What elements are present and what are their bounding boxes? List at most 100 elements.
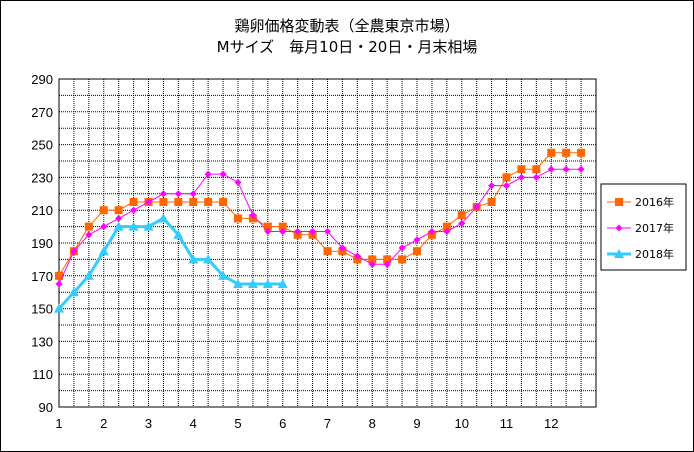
- data-point: [159, 190, 167, 198]
- legend-label: 2018年: [635, 247, 674, 261]
- data-point: [85, 231, 93, 239]
- data-point: [488, 182, 496, 190]
- data-point: [517, 173, 525, 181]
- data-point: [204, 198, 213, 206]
- data-point: [277, 279, 288, 288]
- x-tick-label: 5: [234, 416, 241, 431]
- data-point: [413, 247, 421, 256]
- data-point: [233, 279, 243, 288]
- data-point: [294, 228, 302, 236]
- data-point: [398, 255, 407, 264]
- data-point: [130, 206, 138, 214]
- data-point: [264, 228, 272, 236]
- data-point: [55, 280, 63, 288]
- data-point: [353, 252, 361, 260]
- y-tick-label: 130: [31, 334, 53, 349]
- legend: 2016年 2017年 2018年: [600, 183, 687, 271]
- data-point: [188, 254, 199, 264]
- x-tick-label: 3: [145, 416, 152, 431]
- data-point: [70, 247, 78, 255]
- legend-marker: [614, 249, 624, 258]
- y-tick-label: 190: [31, 236, 53, 251]
- x-tick-label: 4: [190, 416, 197, 431]
- y-tick-label: 90: [39, 400, 53, 415]
- y-tick-label: 230: [31, 170, 53, 185]
- data-point: [143, 221, 154, 231]
- plot-border: [58, 78, 597, 408]
- data-point: [218, 270, 229, 280]
- data-point: [98, 246, 109, 256]
- legend-marker: [615, 224, 623, 232]
- data-point: [249, 211, 257, 219]
- data-point: [503, 182, 510, 190]
- data-point: [129, 198, 138, 206]
- data-point: [279, 228, 287, 236]
- data-point: [55, 271, 63, 280]
- data-point: [219, 170, 227, 178]
- x-tick-label: 2: [100, 416, 107, 431]
- data-point: [234, 178, 242, 186]
- legend-item: 2017年: [607, 221, 674, 235]
- data-point: [159, 198, 168, 206]
- data-point: [309, 228, 317, 236]
- data-point: [174, 198, 183, 206]
- series-1: [55, 165, 585, 288]
- data-point: [234, 214, 242, 223]
- x-tick-label: 12: [544, 416, 558, 431]
- y-tick-label: 150: [31, 302, 53, 317]
- data-point: [577, 165, 585, 173]
- legend-item: 2018年: [607, 247, 674, 261]
- series-0: [55, 148, 586, 280]
- x-tick-label: 11: [500, 416, 514, 431]
- data-point: [114, 206, 123, 215]
- data-point: [219, 198, 228, 206]
- data-point: [203, 254, 214, 264]
- data-point: [458, 219, 466, 227]
- data-point: [99, 206, 108, 215]
- data-point: [368, 260, 376, 268]
- data-point: [457, 211, 466, 220]
- y-tick-label: 270: [31, 105, 53, 120]
- y-tick-label: 170: [31, 269, 53, 284]
- data-point: [278, 222, 287, 231]
- data-point: [158, 213, 169, 223]
- data-point: [547, 148, 556, 157]
- data-point: [338, 244, 346, 252]
- data-point: [368, 255, 377, 264]
- data-point: [532, 165, 541, 174]
- data-point: [443, 228, 451, 236]
- data-point: [263, 222, 272, 231]
- data-point: [247, 279, 258, 288]
- x-tick-label: 8: [369, 416, 376, 431]
- data-point: [68, 287, 79, 297]
- data-point: [100, 223, 108, 231]
- data-point: [262, 279, 273, 288]
- series-line: [57, 216, 283, 310]
- legend-item: 2016年: [607, 195, 674, 209]
- legend-label: 2016年: [635, 195, 674, 209]
- data-point: [145, 198, 152, 206]
- y-tick-label: 110: [32, 367, 53, 382]
- chart-title: 鶏卵価格変動表（全農東京市場）: [234, 17, 459, 35]
- data-point: [84, 222, 93, 231]
- data-point: [128, 221, 139, 231]
- legend-label: 2017年: [635, 221, 674, 235]
- series-group: [54, 148, 586, 313]
- y-tick-label: 210: [31, 203, 53, 218]
- data-point: [173, 229, 184, 239]
- y-tick-label: 250: [31, 138, 53, 153]
- data-point: [189, 190, 197, 198]
- data-point: [54, 303, 64, 313]
- chart-subtitle: Mサイズ 毎月10日・20日・月末相場: [217, 38, 478, 56]
- data-point: [502, 173, 511, 182]
- x-tick-label: 9: [413, 416, 420, 431]
- data-point: [577, 148, 586, 157]
- data-point: [174, 190, 182, 198]
- data-point: [383, 255, 392, 264]
- plot-grid: [58, 78, 597, 408]
- x-tick-label: 1: [55, 416, 62, 431]
- data-point: [189, 198, 198, 206]
